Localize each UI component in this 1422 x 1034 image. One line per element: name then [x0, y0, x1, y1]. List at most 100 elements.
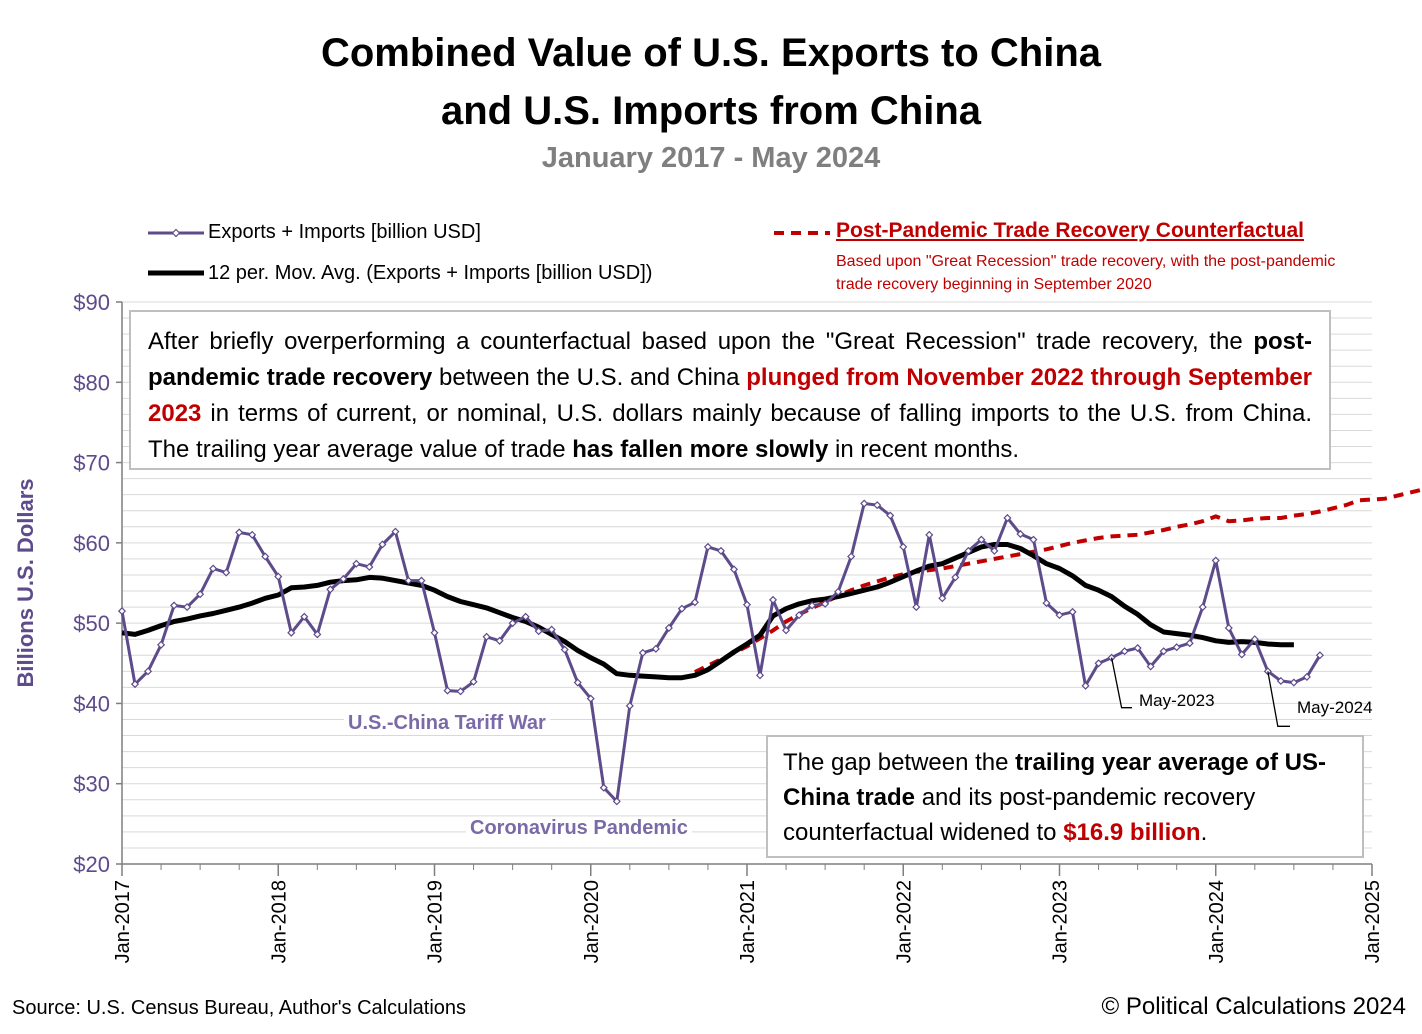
- data-point: [547, 625, 556, 634]
- data-point: [886, 511, 895, 520]
- data-point: [1250, 635, 1259, 644]
- legend-swatch-marker: [171, 228, 181, 238]
- data-point: [170, 601, 179, 610]
- data-point: [1224, 623, 1233, 633]
- data-point: [1094, 659, 1103, 668]
- data-point: [1042, 599, 1051, 608]
- data-point: [143, 667, 153, 676]
- data-point: [404, 576, 413, 585]
- data-point: [586, 694, 595, 703]
- data-point: [430, 628, 439, 637]
- data-point: [821, 599, 830, 608]
- legend-counterfactual-title: Post-Pandemic Trade Recovery Counterfact…: [836, 219, 1304, 242]
- data-point: [1003, 513, 1012, 523]
- data-point: [703, 542, 712, 551]
- chart-title: Combined Value of U.S. Exports to China …: [0, 24, 1422, 140]
- data-point: [664, 623, 673, 633]
- annotation-pandemic: Coronavirus Pandemic: [466, 817, 692, 840]
- box2-text-1: The gap between the: [783, 749, 1016, 776]
- data-point: [534, 627, 543, 636]
- data-point: [638, 648, 647, 657]
- commentary-box: After briefly overperforming a counterfa…: [129, 310, 1331, 470]
- title-line-1: Combined Value of U.S. Exports to China: [320, 31, 1102, 75]
- data-point: [521, 612, 530, 621]
- y-tick-label: $80: [73, 370, 110, 395]
- data-point: [339, 574, 348, 584]
- data-point: [625, 701, 634, 710]
- data-point: [1133, 643, 1142, 653]
- data-point: [834, 587, 843, 596]
- data-point: [274, 572, 283, 581]
- annotation-may-2024: May-2024: [1297, 698, 1373, 717]
- gap-box: The gap between the trailing year averag…: [766, 735, 1364, 858]
- data-point: [755, 671, 765, 680]
- box1-text-2: between the U.S. and China: [432, 364, 747, 391]
- data-point: [1315, 651, 1324, 660]
- copyright-note: © Political Calculations 2024: [1101, 993, 1406, 1020]
- legend-counterfactual-note: Based upon "Great Recession" trade recov…: [836, 253, 1336, 293]
- title-line-2: and U.S. Imports from China: [440, 89, 982, 133]
- data-point: [599, 783, 608, 792]
- data-point: [651, 644, 660, 653]
- data-point: [925, 530, 934, 539]
- data-point: [964, 546, 973, 555]
- data-point: [1289, 678, 1298, 687]
- data-point: [130, 680, 140, 689]
- data-point: [117, 607, 127, 616]
- data-point: [1081, 681, 1090, 690]
- box2-text-3: .: [1200, 819, 1208, 846]
- data-point: [612, 797, 621, 806]
- box1-text-3: in terms of current, or nominal, U.S. do…: [148, 400, 1312, 463]
- box1-bold-1: post-pandemic trade recovery: [148, 328, 1312, 391]
- data-point: [326, 585, 335, 594]
- annotation-may-2023: May-2023: [1139, 691, 1215, 710]
- data-point: [768, 595, 778, 604]
- data-point: [313, 630, 322, 639]
- box1-text-1: After briefly overperforming a counterfa…: [148, 328, 1254, 355]
- data-point: [417, 576, 426, 585]
- data-point: [248, 530, 257, 539]
- data-point: [196, 590, 205, 599]
- data-point: [729, 565, 739, 574]
- data-point: [352, 559, 361, 568]
- exports-imports-series: [117, 499, 1324, 806]
- legend-series1: Exports + Imports [billion USD]: [208, 221, 481, 243]
- data-point: [1237, 650, 1246, 659]
- legend-series2: 12 per. Mov. Avg. (Exports + Imports [bi…: [208, 262, 653, 284]
- counterfactual-series: [694, 487, 1422, 674]
- callout-lines: [1110, 657, 1290, 727]
- data-point: [261, 552, 270, 561]
- data-point: [391, 527, 400, 536]
- data-point: [508, 619, 517, 628]
- legend-swatches: [148, 228, 830, 276]
- y-tick-label: $20: [73, 852, 110, 877]
- data-point: [1146, 662, 1155, 671]
- box2-text-2: and its post-pandemic recovery counterfa…: [783, 784, 1256, 846]
- data-point: [1211, 556, 1220, 565]
- data-point: [573, 678, 582, 687]
- data-point: [873, 501, 882, 510]
- callout-line-may-2024: [1267, 671, 1290, 727]
- data-point: [782, 626, 791, 635]
- annotation-tariff-war: U.S.-China Tariff War: [344, 712, 550, 735]
- moving-average-series: [121, 542, 1294, 681]
- data-point: [1302, 672, 1311, 681]
- y-axis-label: Billions U.S. Dollars: [13, 478, 38, 688]
- data-point: [795, 611, 804, 620]
- y-tick-label: $50: [73, 611, 110, 636]
- data-point: [1055, 611, 1064, 620]
- data-point: [222, 568, 231, 577]
- data-point: [469, 677, 478, 686]
- x-tick-label: Jan-2019: [425, 880, 447, 963]
- moving-average-line: [121, 542, 1294, 681]
- data-point: [912, 603, 921, 612]
- y-tick-label: $40: [73, 691, 110, 716]
- data-point: [287, 628, 296, 637]
- data-point: [716, 546, 726, 555]
- data-point: [235, 528, 244, 537]
- y-tick-label: $60: [73, 531, 110, 556]
- data-point: [808, 601, 817, 610]
- x-tick-label: Jan-2021: [737, 880, 759, 963]
- data-point: [209, 564, 218, 573]
